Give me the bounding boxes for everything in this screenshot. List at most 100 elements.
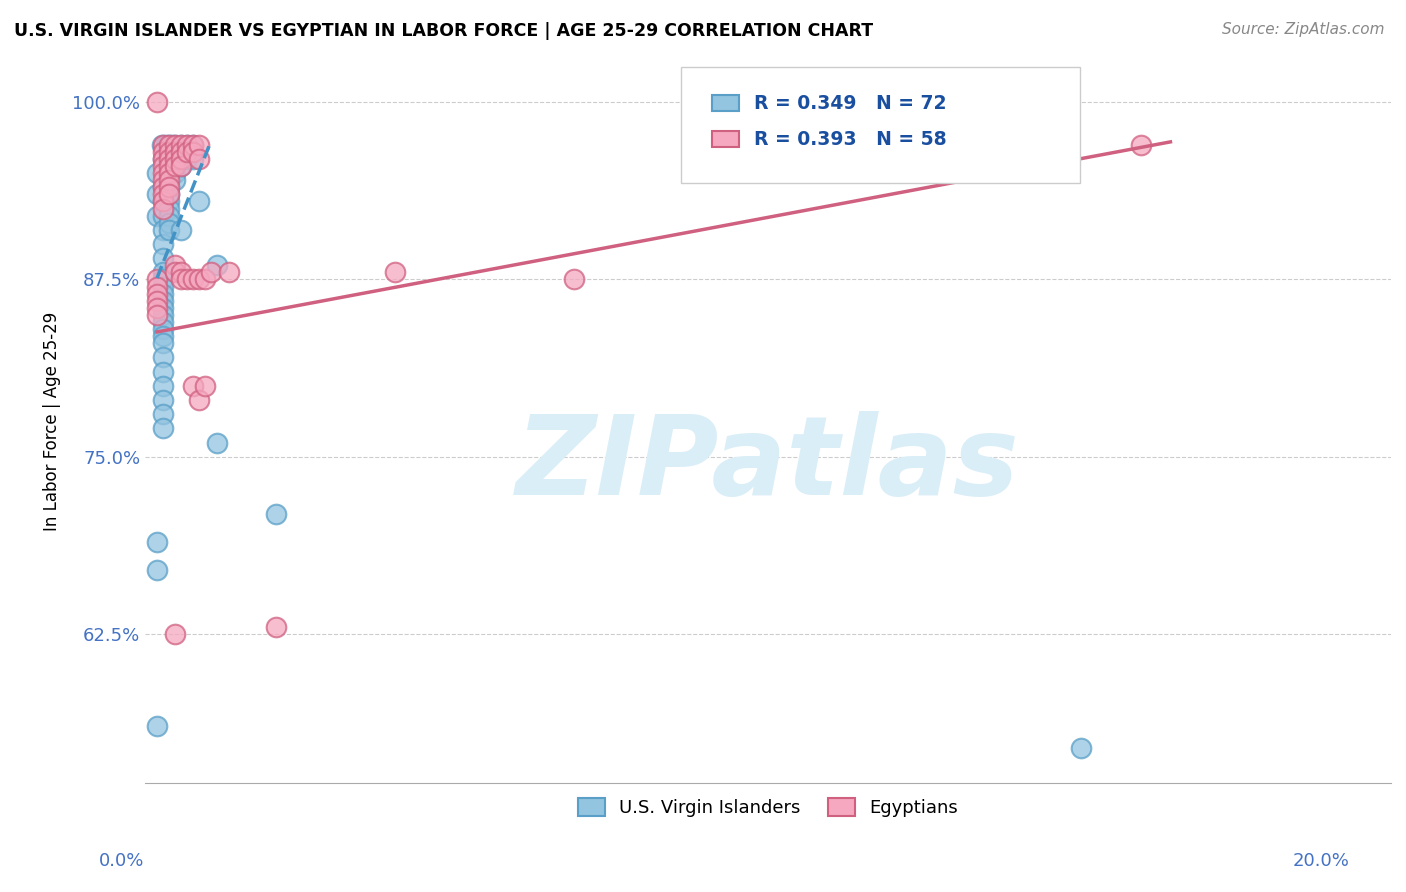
- Point: [152, 265, 174, 279]
- Point: [152, 379, 174, 393]
- Point: [1070, 740, 1092, 755]
- Point: [155, 137, 177, 152]
- Point: [152, 194, 174, 209]
- Point: [152, 159, 174, 173]
- Point: [152, 209, 174, 223]
- Point: [181, 272, 204, 286]
- Point: [157, 152, 180, 166]
- Point: [384, 265, 406, 279]
- Point: [146, 187, 169, 202]
- Point: [157, 216, 180, 230]
- Point: [170, 145, 193, 159]
- Point: [160, 137, 183, 152]
- Point: [152, 351, 174, 365]
- Point: [146, 95, 169, 110]
- Point: [163, 145, 186, 159]
- Point: [181, 137, 204, 152]
- Point: [157, 152, 180, 166]
- Point: [152, 315, 174, 329]
- Point: [157, 145, 180, 159]
- Point: [152, 137, 174, 152]
- Point: [264, 620, 287, 634]
- Point: [157, 209, 180, 223]
- Point: [187, 137, 209, 152]
- Point: [163, 265, 186, 279]
- Point: [181, 137, 204, 152]
- Point: [146, 301, 169, 315]
- Point: [170, 145, 193, 159]
- Point: [146, 279, 169, 293]
- Point: [176, 137, 198, 152]
- Point: [146, 166, 169, 180]
- Text: 20.0%: 20.0%: [1294, 852, 1350, 870]
- Point: [157, 166, 180, 180]
- Point: [176, 145, 198, 159]
- Point: [170, 152, 193, 166]
- Point: [152, 223, 174, 237]
- Point: [157, 223, 180, 237]
- Point: [146, 209, 169, 223]
- Point: [150, 137, 173, 152]
- Point: [181, 379, 204, 393]
- Text: 0.0%: 0.0%: [98, 852, 143, 870]
- Point: [152, 145, 174, 159]
- Point: [152, 180, 174, 194]
- Point: [157, 202, 180, 216]
- Point: [157, 166, 180, 180]
- Point: [152, 272, 174, 286]
- Point: [146, 286, 169, 301]
- Point: [157, 187, 180, 202]
- Point: [181, 152, 204, 166]
- Point: [157, 180, 180, 194]
- Point: [170, 152, 193, 166]
- Point: [176, 137, 198, 152]
- Point: [152, 301, 174, 315]
- Point: [163, 159, 186, 173]
- Point: [152, 365, 174, 379]
- Point: [163, 258, 186, 272]
- Point: [194, 379, 217, 393]
- Point: [187, 194, 209, 209]
- Point: [157, 173, 180, 187]
- Point: [152, 187, 174, 202]
- Text: ZIPatlas: ZIPatlas: [516, 411, 1019, 518]
- FancyBboxPatch shape: [711, 95, 740, 111]
- Point: [152, 279, 174, 293]
- Point: [152, 329, 174, 343]
- Point: [152, 152, 174, 166]
- Point: [176, 145, 198, 159]
- Point: [163, 173, 186, 187]
- Point: [218, 265, 240, 279]
- Point: [181, 145, 204, 159]
- Point: [152, 421, 174, 435]
- Legend: U.S. Virgin Islanders, Egyptians: U.S. Virgin Islanders, Egyptians: [569, 789, 967, 826]
- Point: [146, 535, 169, 549]
- Point: [152, 308, 174, 322]
- Point: [264, 507, 287, 521]
- Point: [146, 272, 169, 286]
- Point: [205, 435, 228, 450]
- Point: [152, 392, 174, 407]
- Point: [187, 392, 209, 407]
- Point: [176, 152, 198, 166]
- Point: [163, 166, 186, 180]
- Point: [157, 180, 180, 194]
- Point: [200, 265, 222, 279]
- Point: [163, 152, 186, 166]
- Point: [170, 159, 193, 173]
- Point: [163, 137, 186, 152]
- Point: [980, 137, 1002, 152]
- Point: [163, 137, 186, 152]
- Point: [163, 152, 186, 166]
- Text: U.S. VIRGIN ISLANDER VS EGYPTIAN IN LABOR FORCE | AGE 25-29 CORRELATION CHART: U.S. VIRGIN ISLANDER VS EGYPTIAN IN LABO…: [14, 22, 873, 40]
- Point: [157, 159, 180, 173]
- Text: Source: ZipAtlas.com: Source: ZipAtlas.com: [1222, 22, 1385, 37]
- Point: [152, 180, 174, 194]
- Point: [152, 322, 174, 336]
- Point: [157, 173, 180, 187]
- Y-axis label: In Labor Force | Age 25-29: In Labor Force | Age 25-29: [44, 311, 60, 531]
- Text: R = 0.393   N = 58: R = 0.393 N = 58: [755, 129, 948, 149]
- Point: [157, 137, 180, 152]
- Point: [163, 627, 186, 641]
- Point: [152, 251, 174, 265]
